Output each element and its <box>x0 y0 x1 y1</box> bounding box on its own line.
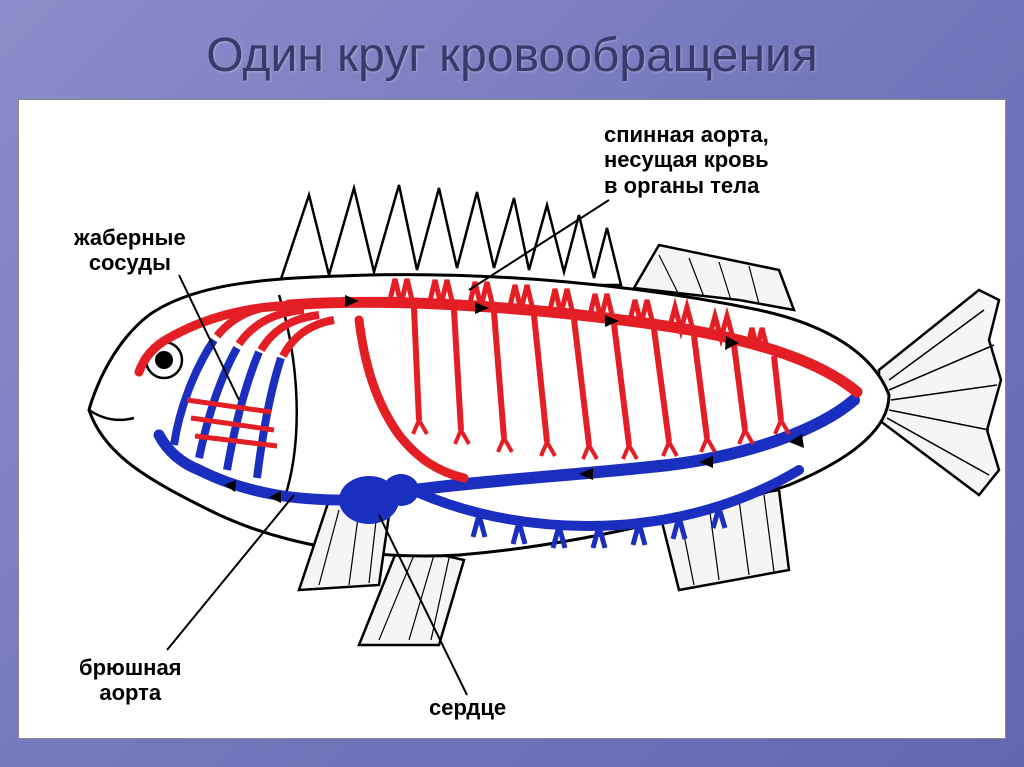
diagram-panel: жаберныесосуды спинная аорта,несущая кро… <box>18 99 1006 739</box>
dorsal-fin <box>279 185 621 285</box>
label-gill-vessels: жаберныесосуды <box>74 225 186 276</box>
label-dorsal-aorta: спинная аорта,несущая кровьв органы тела <box>604 122 769 198</box>
fish-eye-pupil <box>155 351 173 369</box>
fish-circulation-diagram <box>19 100 1007 740</box>
label-heart: сердце <box>429 695 506 720</box>
slide-title: Один круг кровообращения <box>0 0 1024 99</box>
label-ventral-aorta: брюшнаяаорта <box>79 655 182 706</box>
